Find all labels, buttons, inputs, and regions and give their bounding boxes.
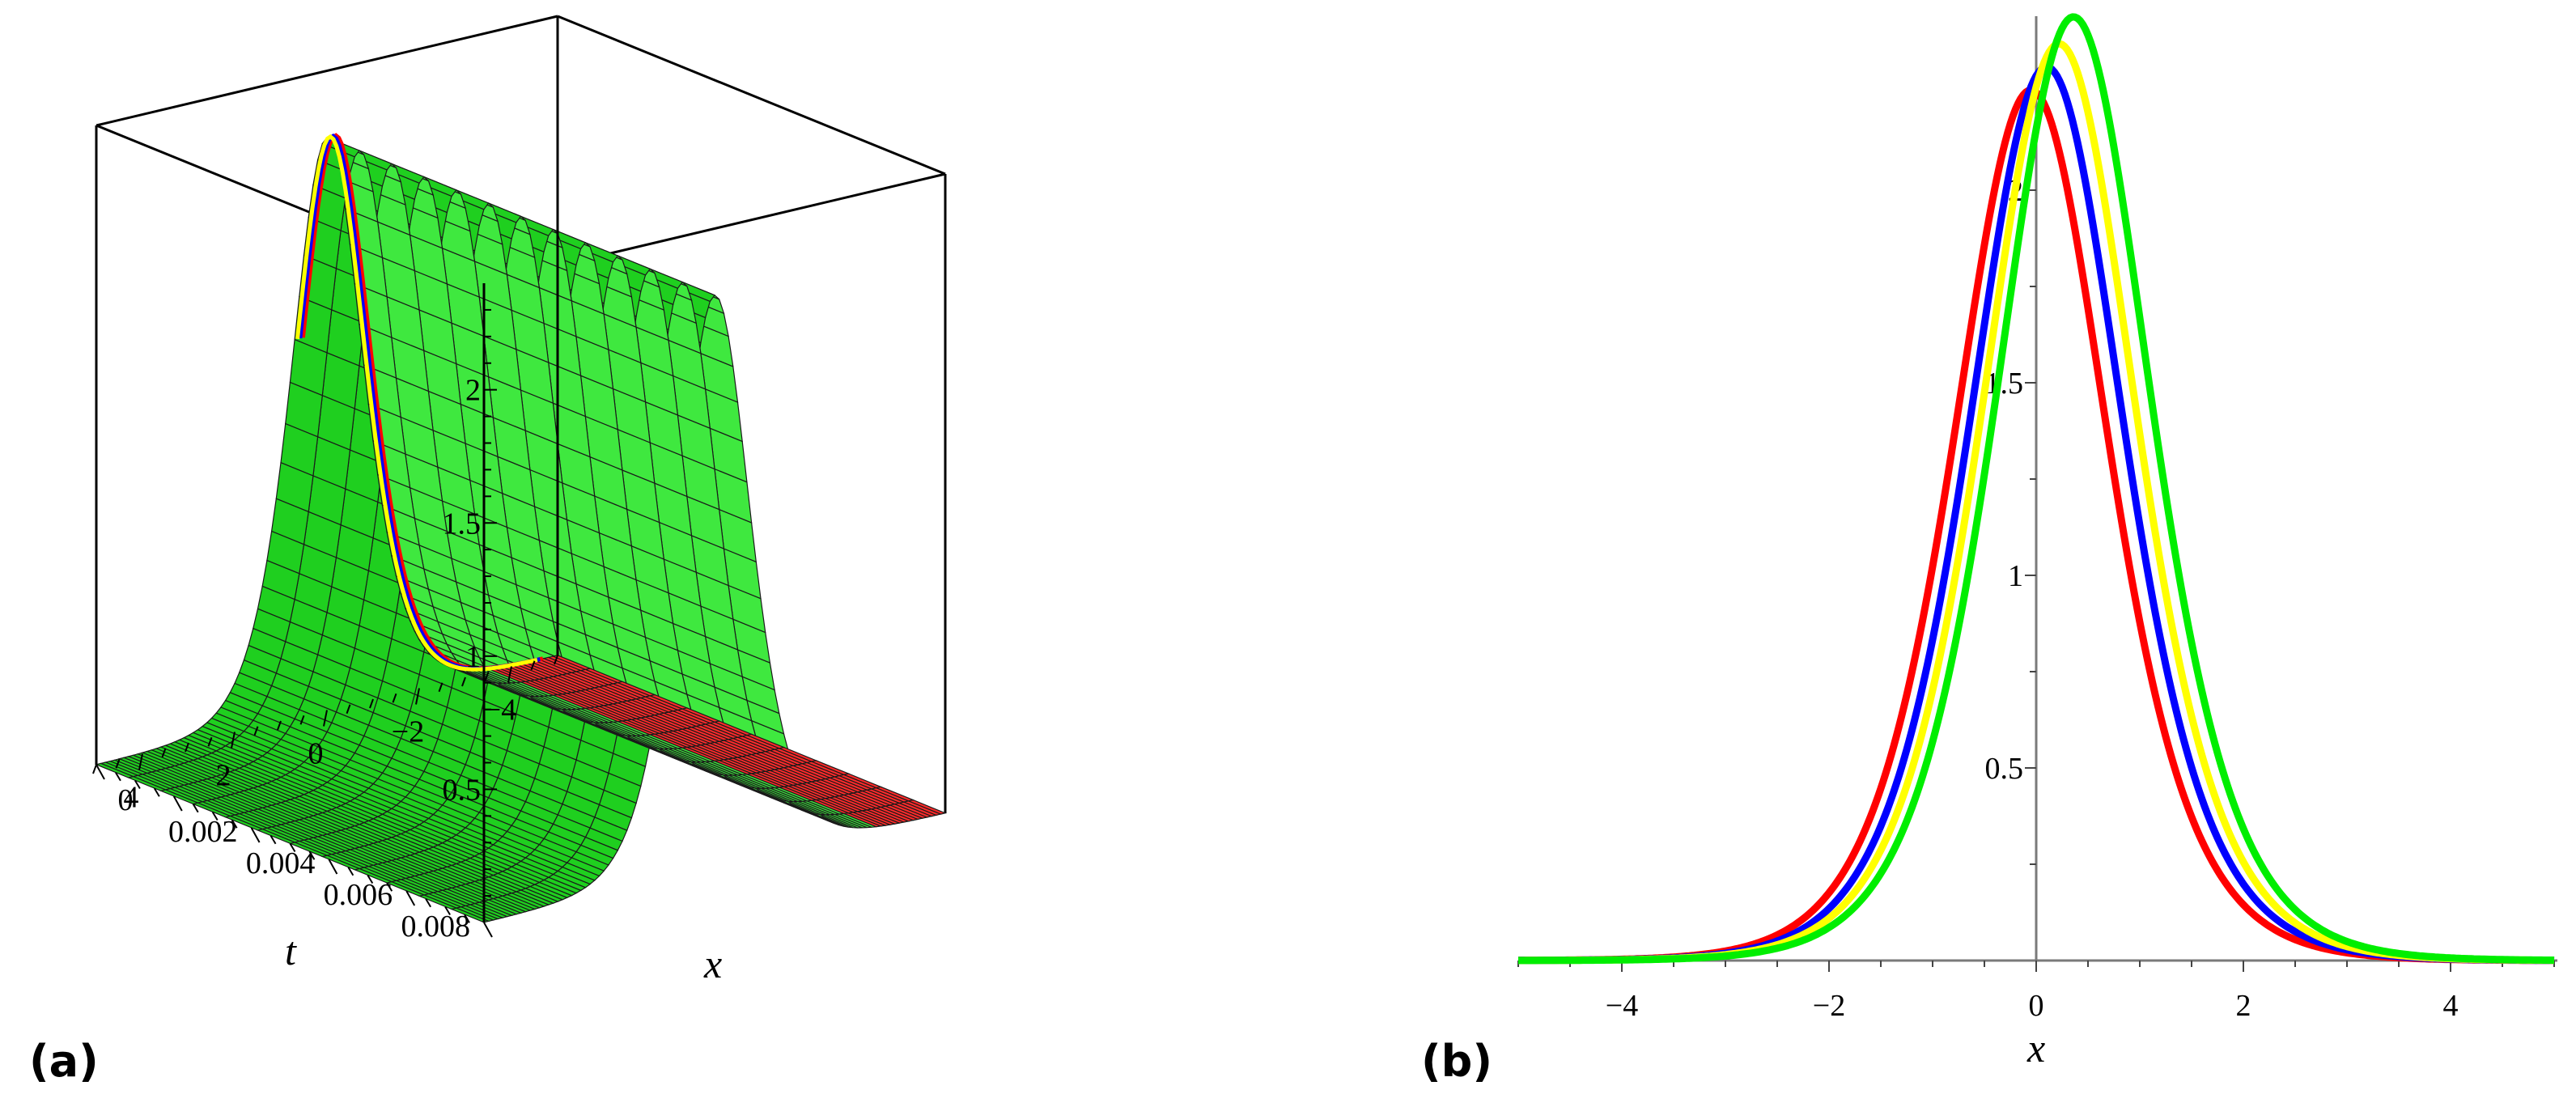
t-tick-mark bbox=[289, 842, 296, 853]
t-tick-mark bbox=[250, 827, 261, 843]
x-tick-mark bbox=[207, 736, 213, 747]
x-tick-label: 2 bbox=[2236, 989, 2251, 1023]
t-tick-mark bbox=[172, 795, 183, 812]
x-axis-label: x bbox=[2026, 1025, 2045, 1071]
x-tick-label: 0 bbox=[308, 737, 324, 771]
x-tick-mark bbox=[461, 676, 466, 687]
x-axis-label: x bbox=[703, 941, 722, 986]
series-line-3 bbox=[1517, 13, 2556, 965]
t-tick-mark bbox=[134, 779, 141, 790]
t-tick-mark bbox=[464, 914, 470, 923]
t-tick-mark bbox=[444, 906, 451, 916]
x-tick-mark bbox=[438, 682, 443, 693]
x-tick-mark bbox=[323, 710, 328, 727]
surface-edge-line-2 bbox=[295, 134, 538, 672]
panel-b-line-chart: −4 −2 0 2 40.511.52 x (b) bbox=[1421, 13, 2557, 1087]
t-tick-mark bbox=[231, 819, 238, 829]
t-tick-mark bbox=[192, 804, 199, 813]
x-tick-mark bbox=[253, 726, 259, 736]
x-tick-label: −2 bbox=[1813, 989, 1845, 1023]
x-tick-label: 4 bbox=[2443, 989, 2459, 1023]
panel-label-a: (a) bbox=[29, 1036, 99, 1087]
x-tick-mark bbox=[185, 742, 189, 753]
x-tick-mark bbox=[161, 748, 167, 758]
t-tick-label: 0.006 bbox=[324, 878, 393, 912]
t-tick-mark bbox=[405, 890, 416, 906]
x-tick-mark bbox=[507, 666, 512, 683]
x-tick-mark bbox=[346, 704, 351, 715]
z-axis: 0.5 1 1.5 2 bbox=[443, 308, 497, 897]
t-axis-label: t bbox=[285, 928, 297, 973]
box-edge bbox=[557, 15, 946, 176]
axes: −4 −2 0 2 40.511.52 bbox=[1517, 16, 2557, 1023]
z-tick-label: 0.5 bbox=[443, 773, 482, 807]
x-tick-mark bbox=[484, 671, 490, 681]
t-tick-mark bbox=[347, 867, 354, 876]
t-tick-mark bbox=[115, 772, 121, 782]
panel-label-b: (b) bbox=[1421, 1036, 1492, 1087]
t-tick-mark bbox=[367, 874, 374, 884]
t-tick-mark bbox=[308, 850, 316, 860]
x-tick-mark bbox=[530, 660, 536, 671]
x-axis: 4 2 0 −2 −4 bbox=[92, 655, 558, 815]
x-tick-mark bbox=[277, 720, 282, 731]
x-tick-mark bbox=[554, 655, 558, 665]
t-tick-mark bbox=[153, 787, 160, 797]
box-edge bbox=[95, 15, 558, 127]
y-tick-label: 0.5 bbox=[1985, 752, 2024, 786]
z-tick-label: 1 bbox=[465, 640, 481, 674]
x-tick-mark bbox=[369, 698, 374, 709]
t-tick-label: 0 bbox=[118, 783, 134, 817]
surface-mesh bbox=[95, 133, 947, 923]
x-tick-mark bbox=[231, 732, 236, 749]
x-tick-mark bbox=[415, 688, 420, 705]
t-tick-mark bbox=[328, 859, 338, 875]
t-tick-label: 0.002 bbox=[168, 815, 238, 849]
x-tick-mark bbox=[138, 753, 143, 770]
y-tick-label: 1.5 bbox=[1985, 367, 2024, 401]
x-tick-label: 2 bbox=[216, 759, 231, 793]
x-tick-label: −4 bbox=[1606, 989, 1638, 1023]
x-tick-label: −2 bbox=[392, 715, 424, 749]
x-tick-mark bbox=[299, 715, 305, 725]
x-tick-label: −4 bbox=[484, 693, 516, 727]
x-tick-label: 0 bbox=[2029, 989, 2044, 1023]
z-tick-label: 2 bbox=[465, 374, 481, 408]
t-tick-mark bbox=[95, 764, 105, 780]
series-lines bbox=[1517, 13, 2556, 965]
x-tick-label: 4 bbox=[124, 781, 139, 815]
x-tick-mark bbox=[115, 758, 121, 769]
t-tick-mark bbox=[269, 835, 277, 845]
t-tick-label: 0.004 bbox=[246, 846, 316, 880]
t-tick-mark bbox=[211, 811, 219, 821]
t-tick-mark bbox=[425, 898, 432, 908]
t-tick-label: 0.008 bbox=[401, 910, 470, 944]
x-tick-mark bbox=[92, 764, 97, 774]
x-tick-mark bbox=[392, 693, 397, 703]
y-tick-label: 1 bbox=[2008, 559, 2023, 593]
t-tick-mark bbox=[386, 882, 393, 892]
t-tick-mark bbox=[483, 922, 493, 938]
z-tick-label: 1.5 bbox=[443, 507, 482, 541]
